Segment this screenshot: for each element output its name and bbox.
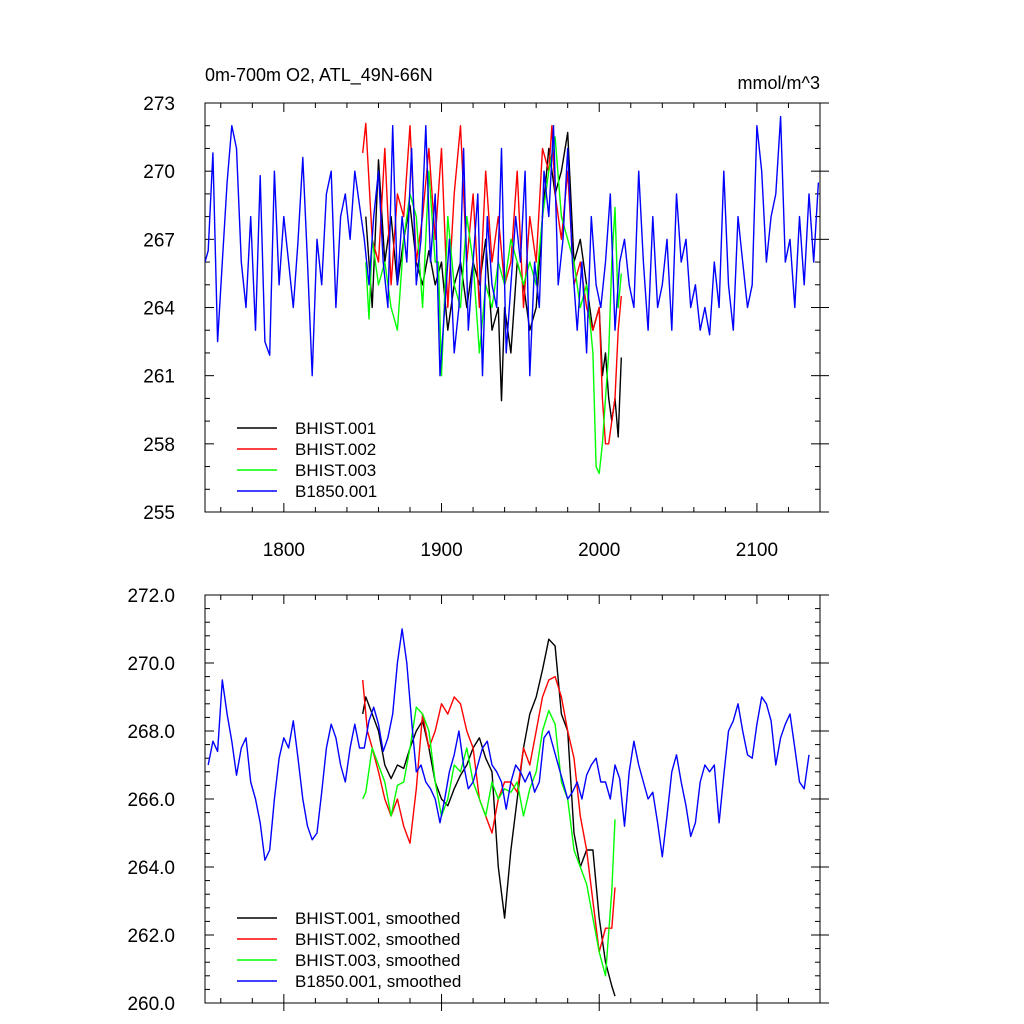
series-line-b1850-001 — [205, 115, 820, 377]
legend-label: BHIST.001 — [295, 419, 376, 438]
y-tick-label: 262.0 — [127, 926, 175, 947]
legend-label: BHIST.003, smoothed — [295, 951, 460, 970]
series-line-bhist-002-smoothed — [362, 675, 616, 953]
legend-label: B1850.001 — [295, 482, 377, 501]
unit-label: mmol/m^3 — [738, 73, 820, 93]
y-tick-label: 261 — [143, 367, 175, 388]
y-tick-label: 255 — [143, 503, 175, 524]
legend-label: BHIST.002, smoothed — [295, 930, 460, 949]
y-tick-label: 273 — [143, 94, 175, 115]
x-tick-label: 1900 — [420, 540, 462, 561]
series-line-bhist-003 — [365, 136, 622, 475]
x-tick-label: 2100 — [736, 540, 778, 561]
legend-label: B1850.001, smoothed — [295, 972, 461, 991]
series-line-bhist-003-smoothed — [362, 706, 616, 977]
legend-label: BHIST.002 — [295, 440, 376, 459]
top-panel: 1800 1900 2000 2100 273 270 267 264 261 258 255 0m-… — [143, 65, 829, 561]
y-tick-label: 270.0 — [127, 654, 175, 675]
y-tick-label: 264.0 — [127, 858, 175, 879]
chart-title: 0m-700m O2, ATL_49N-66N — [205, 65, 433, 86]
y-tick-label: 266.0 — [127, 790, 175, 811]
legend-label: BHIST.003 — [295, 461, 376, 480]
series-line-bhist-001-smoothed — [362, 638, 616, 997]
x-tick-label: 1800 — [263, 540, 305, 561]
y-tick-label: 270 — [143, 162, 175, 183]
legend-label: BHIST.001, smoothed — [295, 909, 460, 928]
y-tick-label: 260.0 — [127, 994, 175, 1015]
y-tick-label: 264 — [143, 299, 175, 320]
y-tick-label: 268.0 — [127, 722, 175, 743]
y-tick-label: 272.0 — [127, 586, 175, 607]
series-line-b1850-001-smoothed — [207, 628, 810, 861]
y-tick-label: 267 — [143, 230, 175, 251]
x-tick-label: 2000 — [578, 540, 620, 561]
y-tick-label: 258 — [143, 435, 175, 456]
bottom-panel: 272.0 270.0 268.0 266.0 264.0 262.0 260.0 BHIST… — [127, 586, 829, 1015]
